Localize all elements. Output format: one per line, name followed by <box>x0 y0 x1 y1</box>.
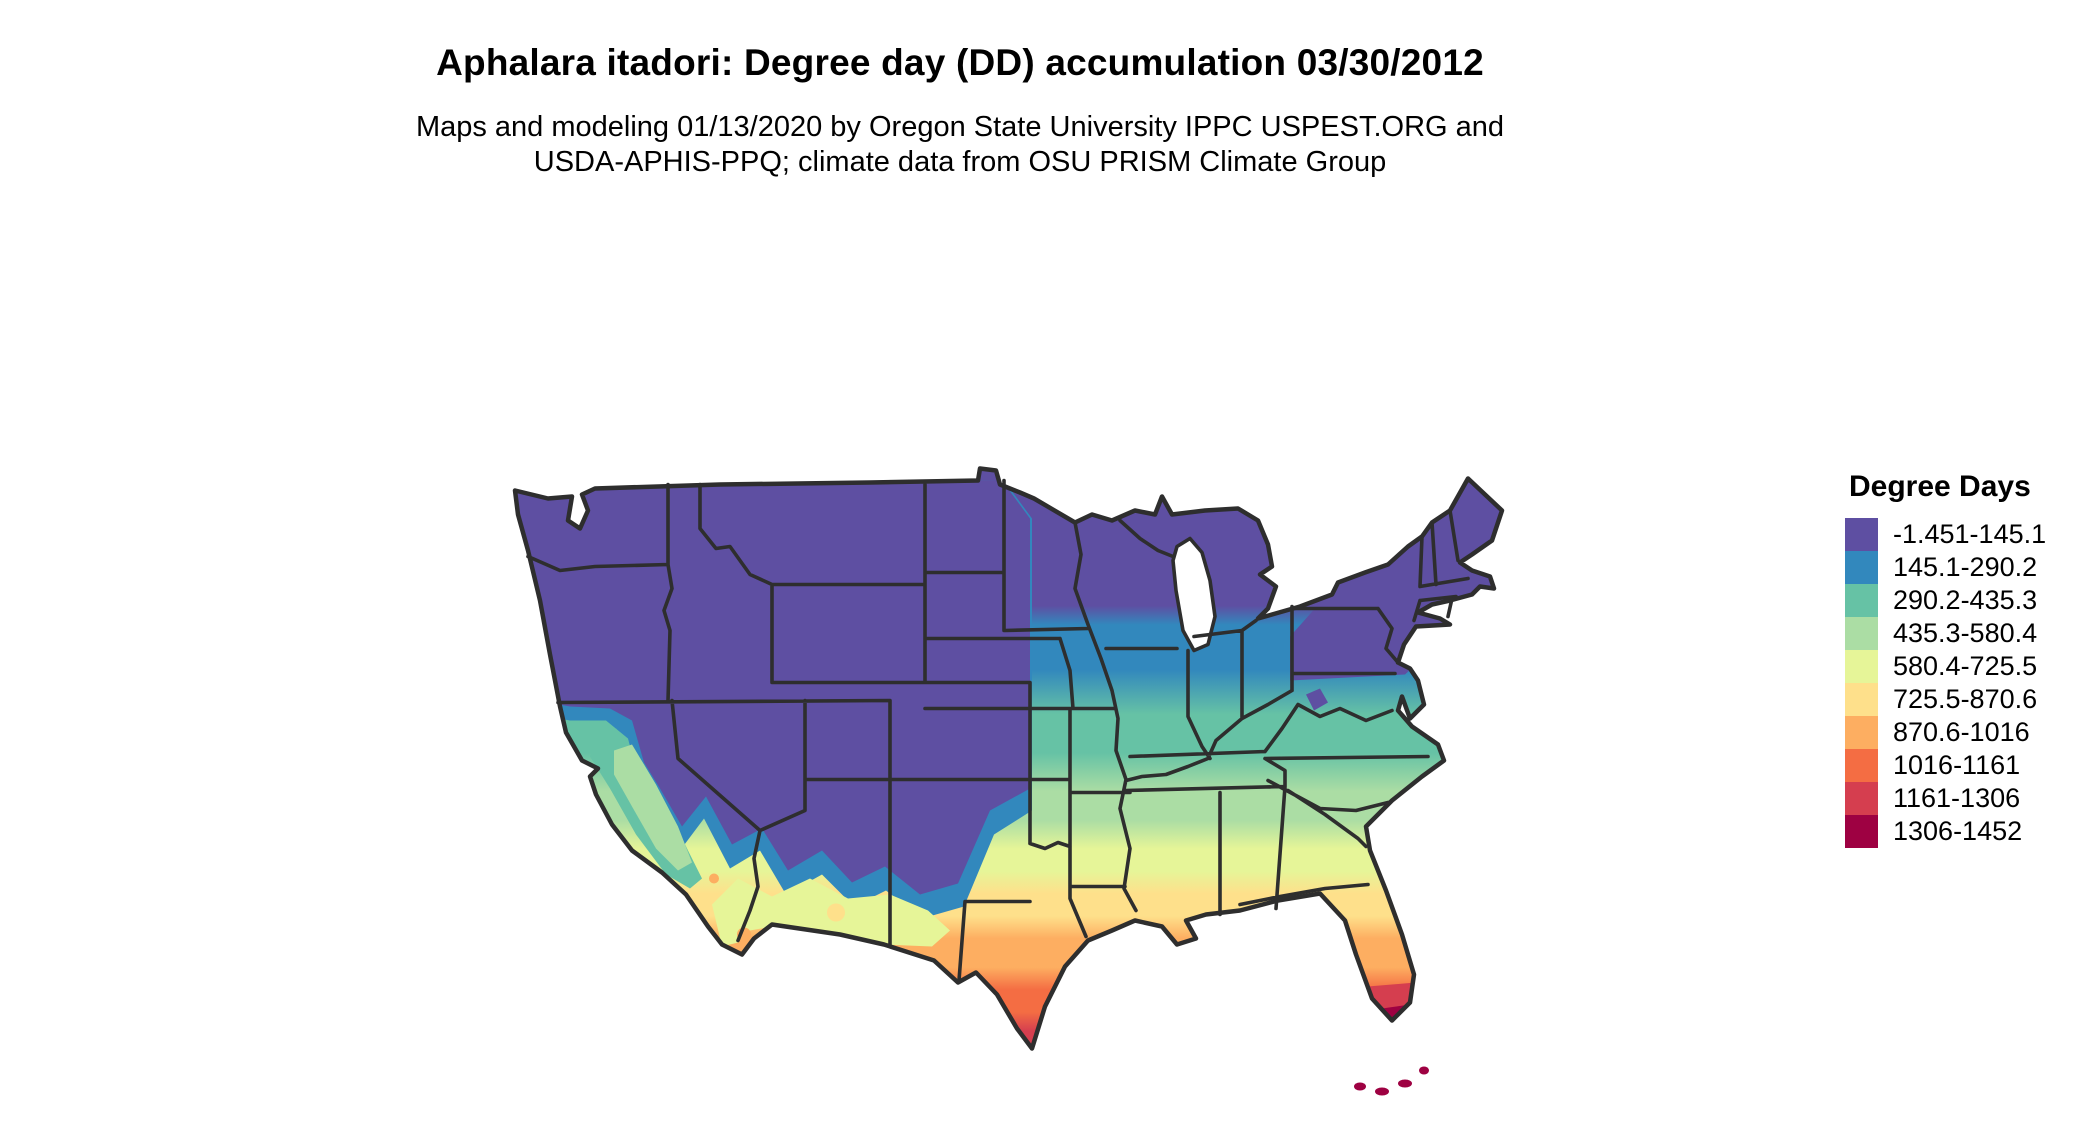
legend-label: 290.2-435.3 <box>1893 585 2038 615</box>
legend-row: 145.1-290.2 <box>1845 551 2085 584</box>
lake-michigan <box>1171 536 1217 653</box>
legend-row: 290.2-435.3 <box>1845 584 2085 617</box>
legend-row: 1161-1306 <box>1845 782 2085 815</box>
florida-key-islet <box>1419 1066 1429 1075</box>
legend-swatch <box>1845 617 1878 650</box>
legend-row: 580.4-725.5 <box>1845 650 2085 683</box>
appalachian-purple-pocket <box>1306 688 1328 711</box>
legend: Degree Days -1.451-145.1 145.1-290.2 290.2… <box>1845 470 2085 848</box>
florida-key-islet <box>1354 1082 1366 1091</box>
desert-hot-spot <box>709 873 719 884</box>
legend-swatch <box>1845 551 1878 584</box>
legend-row: -1.451-145.1 <box>1845 518 2085 551</box>
legend-entries: -1.451-145.1 145.1-290.2 290.2-435.3 435.3-… <box>1845 518 2085 848</box>
legend-label: 725.5-870.6 <box>1893 684 2038 714</box>
legend-row: 1016-1161 <box>1845 749 2085 782</box>
legend-swatch <box>1845 749 1878 782</box>
legend-label: 1161-1306 <box>1893 783 2021 813</box>
legend-swatch <box>1845 650 1878 683</box>
legend-row: 1306-1452 <box>1845 815 2085 848</box>
legend-swatch <box>1845 584 1878 617</box>
legend-label: -1.451-145.1 <box>1893 519 2047 549</box>
california-valley-green <box>614 744 692 871</box>
degree-day-field <box>515 468 1502 1049</box>
legend-swatch <box>1845 716 1878 749</box>
florida-key-islet <box>1398 1079 1412 1088</box>
legend-label: 580.4-725.5 <box>1893 651 2038 681</box>
us-outline <box>512 466 1505 1051</box>
legend-label: 435.3-580.4 <box>1893 618 2038 648</box>
legend-title: Degree Days <box>1849 470 2031 503</box>
state-borders <box>526 478 1470 983</box>
legend-row: 725.5-870.6 <box>1845 683 2085 716</box>
legend-row: 870.6-1016 <box>1845 716 2085 749</box>
florida-red-band <box>1368 982 1416 1023</box>
florida-keys <box>1354 1066 1429 1096</box>
legend-swatch <box>1845 815 1878 848</box>
florida-key-islet <box>1375 1087 1389 1096</box>
legend-label: 1016-1161 <box>1893 750 2021 780</box>
legend-swatch <box>1845 518 1878 551</box>
us-degree-day-map <box>420 456 1510 1116</box>
page-subtitle: Maps and modeling 01/13/2020 by Oregon S… <box>330 110 1590 180</box>
legend-swatch <box>1845 782 1878 815</box>
subtitle-line-1: Maps and modeling 01/13/2020 by Oregon S… <box>415 111 1505 143</box>
legend-label: 870.6-1016 <box>1893 717 2030 747</box>
west-purple-highlands <box>515 480 1030 895</box>
subtitle-line-2: USDA-APHIS-PPQ; climate data from OSU PR… <box>533 146 1387 178</box>
legend-row: 435.3-580.4 <box>1845 617 2085 650</box>
legend-swatch <box>1845 683 1878 716</box>
phoenix-warm-spot <box>827 903 845 922</box>
legend-label: 1306-1452 <box>1893 816 2023 846</box>
page-title: Aphalara itadori: Degree day (DD) accumu… <box>436 42 1484 83</box>
map-svg <box>512 466 1505 1096</box>
legend-label: 145.1-290.2 <box>1893 552 2038 582</box>
